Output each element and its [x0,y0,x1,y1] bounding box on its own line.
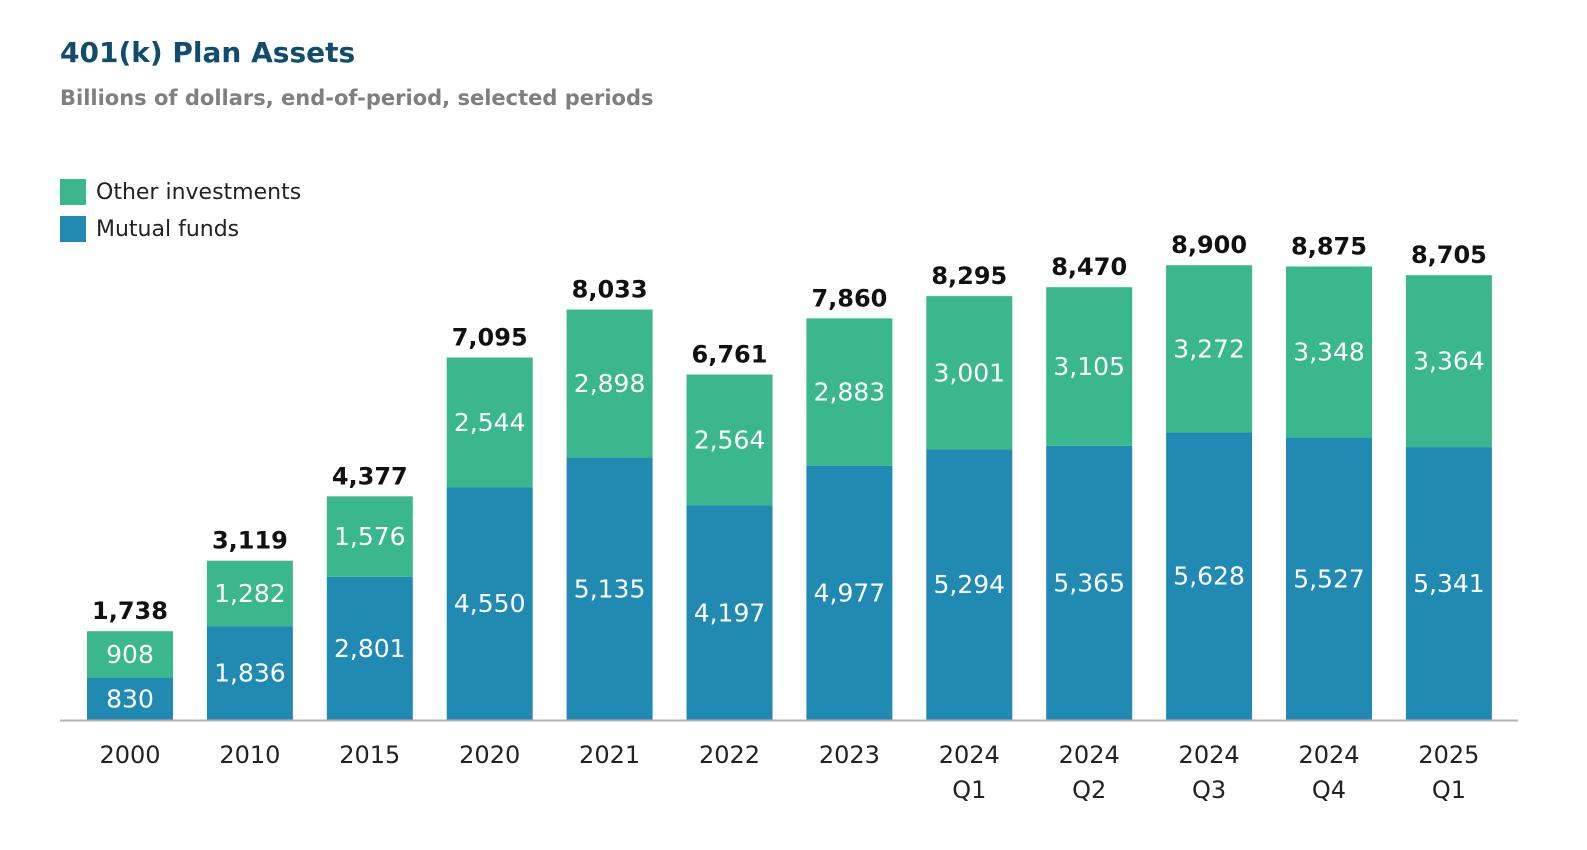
chart-subtitle: Billions of dollars, end-of-period, sele… [60,86,654,110]
data-label-other-investments-2025-q1: 3,364 [1413,347,1485,376]
data-label-other-investments-2015: 1,576 [334,522,406,551]
bar-segment-other-investments-2021 [566,309,653,458]
x-tick-label-2024-q2-line1: 2024 [1059,741,1120,769]
data-label-other-investments-2020: 2,544 [454,408,526,437]
data-label-other-investments-2010: 1,282 [214,579,286,608]
data-label-mutual-funds-2021: 5,135 [574,574,646,603]
bar-segment-mutual-funds-2025-q1 [1405,447,1492,720]
chart-title: 401(k) Plan Assets [60,36,356,69]
x-tick-label-2022: 2022 [699,741,760,769]
data-label-mutual-funds-2024-q4: 5,527 [1293,564,1365,593]
total-label-2024-q4: 8,875 [1291,232,1367,260]
legend-item-other-investments: Other investments [60,178,301,206]
legend-label-mutual-funds: Mutual funds [96,216,240,242]
x-tick-label-2024-q3-line2: Q3 [1192,776,1226,804]
total-label-2020: 7,095 [452,323,528,351]
legend-swatch-other-investments [60,179,86,205]
data-label-mutual-funds-2015: 2,801 [334,634,406,663]
data-label-other-investments-2023: 2,883 [814,378,886,407]
chart-legend: Other investments Mutual funds [60,178,301,252]
x-tick-label-2020: 2020 [459,741,520,769]
bar-segment-other-investments-2015 [326,496,413,577]
data-label-other-investments-2022: 2,564 [694,426,766,455]
total-label-2021: 8,033 [572,276,648,304]
bar-segment-other-investments-2010 [206,560,293,627]
legend-label-other-investments: Other investments [96,179,302,205]
total-label-2025-q1: 8,705 [1411,241,1487,269]
bar-segment-mutual-funds-2023 [806,465,893,720]
data-label-mutual-funds-2020: 4,550 [454,589,526,618]
x-tick-label-2010: 2010 [219,741,280,769]
total-label-2015: 4,377 [332,462,408,490]
bar-segment-other-investments-2022 [686,374,773,506]
data-label-other-investments-2000: 908 [106,640,154,669]
x-tick-label-2024-q1-line1: 2024 [939,741,1000,769]
data-label-other-investments-2024-q4: 3,348 [1293,338,1365,367]
total-label-2000: 1,738 [92,597,168,625]
data-label-mutual-funds-2024-q2: 5,365 [1053,568,1125,597]
total-label-2024-q2: 8,470 [1051,253,1127,281]
data-label-other-investments-2024-q3: 3,272 [1173,334,1245,363]
total-label-2024-q1: 8,295 [931,262,1007,290]
bar-segment-mutual-funds-2010 [206,626,293,720]
x-tick-label-2024-q3-line1: 2024 [1179,741,1240,769]
x-tick-label-2025-q1-line1: 2025 [1418,741,1479,769]
x-tick-label-2024-q4-line1: 2024 [1298,741,1359,769]
x-tick-label-2021: 2021 [579,741,640,769]
x-tick-label-2024-q1-line2: Q1 [952,776,986,804]
bar-segment-other-investments-2000 [87,631,173,678]
data-label-other-investments-2024-q2: 3,105 [1053,352,1125,381]
total-label-2023: 7,860 [811,284,887,312]
bar-segment-mutual-funds-2024-q1 [926,449,1013,720]
data-label-mutual-funds-2022: 4,197 [694,598,766,627]
x-tick-label-2024-q4-line2: Q4 [1312,776,1346,804]
total-label-2022: 6,761 [692,341,768,369]
bar-segment-mutual-funds-2020 [446,487,533,720]
x-tick-label-2015: 2015 [339,741,400,769]
bar-segment-other-investments-2024-q2 [1046,287,1133,446]
data-label-other-investments-2021: 2,898 [574,369,646,398]
bar-segment-mutual-funds-2015 [326,576,413,720]
x-tick-label-2025-q1-line2: Q1 [1432,776,1466,804]
data-label-mutual-funds-2024-q3: 5,628 [1173,562,1245,591]
bar-segment-mutual-funds-2000 [87,677,173,720]
data-label-mutual-funds-2025-q1: 5,341 [1413,569,1485,598]
x-tick-label-2023: 2023 [819,741,880,769]
bar-segment-other-investments-2023 [806,318,893,466]
data-label-mutual-funds-2023: 4,977 [814,578,886,607]
legend-swatch-mutual-funds [60,216,86,242]
bar-segment-other-investments-2025-q1 [1405,275,1492,448]
bar-segment-mutual-funds-2024-q3 [1166,432,1253,720]
bar-segment-mutual-funds-2021 [566,457,653,720]
bar-segment-mutual-funds-2024-q4 [1286,437,1372,720]
bar-segment-other-investments-2024-q3 [1166,265,1253,433]
x-tick-label-2024-q2-line2: Q2 [1072,776,1106,804]
x-tick-label-2000: 2000 [99,741,160,769]
data-label-mutual-funds-2024-q1: 5,294 [934,570,1006,599]
bar-segment-other-investments-2024-q1 [926,296,1013,450]
bar-segment-other-investments-2020 [446,357,533,488]
bar-segment-mutual-funds-2024-q2 [1046,445,1133,720]
legend-item-mutual-funds: Mutual funds [60,215,301,243]
bar-segment-mutual-funds-2022 [686,505,773,720]
total-label-2024-q3: 8,900 [1171,231,1247,259]
data-label-mutual-funds-2010: 1,836 [214,659,286,688]
data-label-mutual-funds-2000: 830 [106,684,154,713]
total-label-2010: 3,119 [212,527,288,555]
bar-segment-other-investments-2024-q4 [1286,266,1372,438]
data-label-other-investments-2024-q1: 3,001 [934,358,1006,387]
